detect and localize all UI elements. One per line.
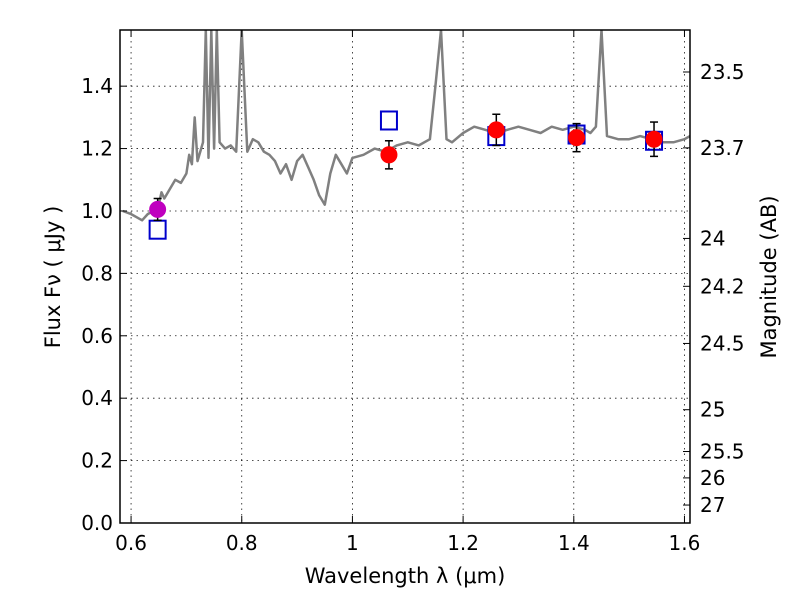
y-tick-label: 1.4 [81,74,113,98]
observed-point [568,129,586,147]
mag-tick-label: 27 [700,493,725,517]
spectrum-line [122,30,690,222]
markers [148,110,664,240]
observed-point [645,130,663,148]
plot-area [122,30,690,222]
observed-point [487,121,505,139]
y2-axis-label: Magnitude (AB) [757,195,781,358]
observed-point [380,146,398,164]
x-tick-label: 1 [346,531,359,555]
mag-tick-label: 25 [700,398,725,422]
mag-tick-label: 23.7 [700,136,745,160]
model-square-point [379,110,398,131]
plot-frame [119,29,691,524]
x-tick-label: 1.6 [669,531,701,555]
x-tick-label: 1.4 [558,531,590,555]
mag-tick-label: 25.5 [700,440,745,464]
x-axis-label: Wavelength λ (μm) [305,564,506,588]
y-axis-label: Flux Fν ( μJy ) [41,206,65,349]
x-tick-label: 0.8 [226,531,258,555]
y-tick-label: 0.2 [81,449,113,473]
x-tick-label: 1.2 [447,531,479,555]
y-tick-label: 0.4 [81,386,113,410]
y-tick-label: 0.6 [81,324,113,348]
mag-tick-label: 26 [700,466,725,490]
model-square-point [148,219,167,240]
mag-tick-label: 24.2 [700,274,745,298]
y-tick-label: 0.0 [81,511,113,535]
x-tick-label: 0.6 [115,531,147,555]
mag-tick-label: 23.5 [700,60,745,84]
observed-point [149,200,167,218]
mag-tick-label: 24 [700,226,725,250]
y-tick-label: 0.8 [81,261,113,285]
axes: 0.6 0.8 1 1.2 1.4 1.6 0.0 0.2 0.4 0.6 0.8 1.0 1.2 1.4… [81,29,745,555]
mag-tick-label: 24.5 [700,331,745,355]
y-tick-label: 1.2 [81,137,113,161]
y-tick-label: 1.0 [81,199,113,223]
